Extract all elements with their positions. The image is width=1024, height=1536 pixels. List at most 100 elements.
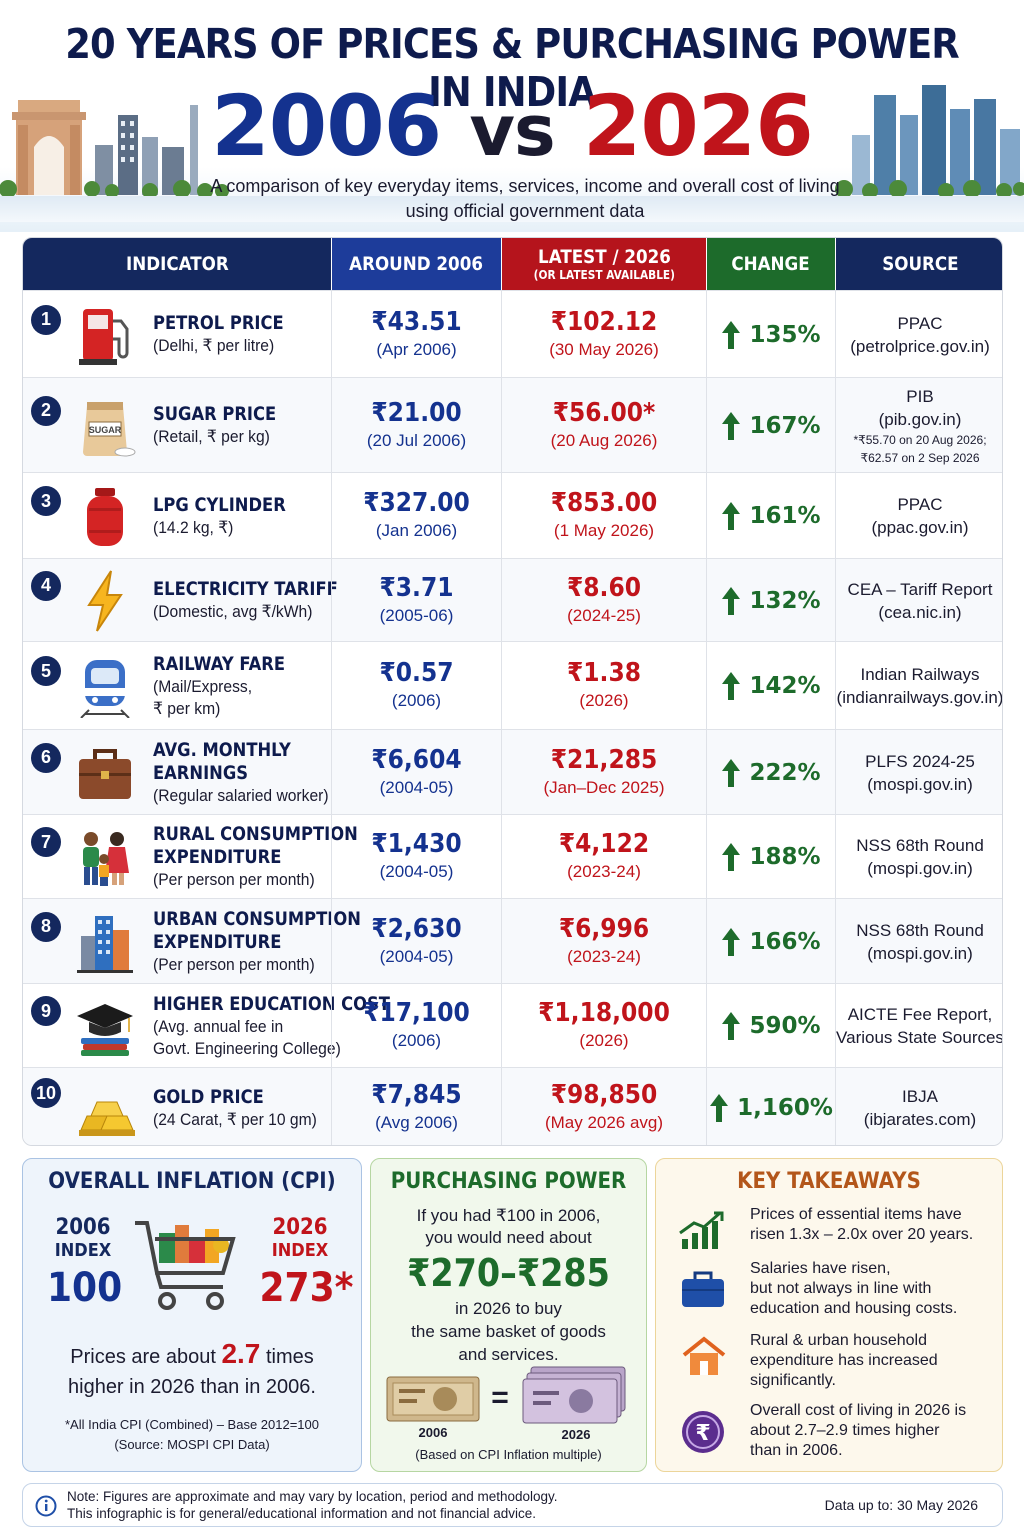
old-value-cell: ₹43.51 (Apr 2006) xyxy=(332,307,501,361)
source-line: (mospi.gov.in) xyxy=(867,943,973,963)
old-value-cell: ₹2,630 (2004-05) xyxy=(332,914,501,968)
new-value-cell: ₹56.00* (20 Aug 2026) xyxy=(502,398,706,452)
change-value: 167% xyxy=(749,412,821,439)
indicator-desc: (Mail/Express, xyxy=(153,676,253,696)
indicator-title: EXPENDITURE xyxy=(153,930,282,953)
source-cell: AICTE Fee Report, Various State Sources xyxy=(836,1003,1002,1049)
old-period: (2006) xyxy=(391,1031,442,1050)
footer-note: Note: Figures are approximate and may va… xyxy=(22,1483,1003,1527)
source-line: (cea.nic.in) xyxy=(878,602,962,622)
table-row: 7 RURAL CONSUMPTION EXPENDITURE (Per person… xyxy=(23,814,1002,898)
indicator-title: AVG. MONTHLY xyxy=(153,738,291,761)
change-cell: 167% xyxy=(707,408,835,444)
disclaimer: Note: Figures are approximate and may va… xyxy=(67,1489,558,1521)
indicator-cell: SUGAR PRICE (Retail, ₹ per kg) xyxy=(153,403,353,448)
briefcase-icon xyxy=(77,748,133,801)
source-cell: IBJA (ibjarates.com) xyxy=(836,1085,1002,1131)
banknote-2006-icon xyxy=(386,1376,480,1422)
old-period: (2004-05) xyxy=(379,946,454,966)
sugar-sack-icon xyxy=(82,401,136,456)
purchasing-basis: (Based on CPI Inflation multiple) xyxy=(415,1447,602,1462)
indicator-desc: (Domestic, avg ₹/kWh) xyxy=(153,602,313,621)
data-date: Data up to: 30 May 2026 xyxy=(824,1497,978,1513)
old-value: ₹43.51 xyxy=(371,306,462,337)
source-line: CEA – Tariff Report xyxy=(847,579,993,599)
takeaways-title: KEY TAKEAWAYS xyxy=(737,1169,921,1194)
train-icon xyxy=(80,659,130,718)
change-value: 590% xyxy=(749,1013,821,1039)
briefcase-icon xyxy=(682,1271,724,1307)
change-value: 132% xyxy=(749,587,821,614)
row-number: 9 xyxy=(31,996,61,1026)
inflation-box: OVERALL INFLATION (CPI) 2006 INDEX 100 2… xyxy=(22,1158,362,1472)
index-old: 2006 INDEX 100 xyxy=(47,1215,123,1311)
indicator-desc: (Per person per month) xyxy=(153,954,315,974)
new-period: (2023-24) xyxy=(567,946,641,966)
source-cell: PPAC (ppac.gov.in) xyxy=(836,493,1002,539)
skyline-icon xyxy=(835,85,1024,199)
indicator-desc: (Avg. annual fee in xyxy=(153,1016,284,1036)
row-number: 8 xyxy=(31,911,61,942)
arrow-up-icon xyxy=(722,586,741,615)
source-line: PLFS 2024-25 xyxy=(865,751,975,771)
new-value: ₹6,996 xyxy=(558,913,650,944)
lpg-cylinder-icon xyxy=(87,488,123,546)
indicator-desc: (Delhi, ₹ per litre) xyxy=(153,336,275,355)
old-value-cell: ₹7,845 (Avg 2006) xyxy=(332,1080,501,1134)
subtitle-line-1: A comparison of key everyday items, serv… xyxy=(210,176,840,196)
old-value: ₹0.57 xyxy=(379,658,454,688)
new-value-cell: ₹8.60 (2024-25) xyxy=(502,573,706,627)
new-value: ₹102.12 xyxy=(550,306,658,337)
fuel-pump-icon xyxy=(77,307,129,366)
row-number: 10 xyxy=(31,1078,61,1108)
column-divider xyxy=(331,290,332,1145)
table-row: 3 LPG CYLINDER (14.2 kg, ₹) ₹327.00 (Jan 200… xyxy=(23,472,1002,558)
indicator-desc: (Retail, ₹ per kg) xyxy=(153,427,270,446)
svg-text:₹: ₹ xyxy=(695,1421,710,1446)
column-divider xyxy=(835,290,836,1145)
inflation-footnote: *All India CPI (Combined) – Base 2012=10… xyxy=(64,1417,319,1452)
purchasing-power-box: PURCHASING POWER If you had ₹100 in 2006… xyxy=(370,1158,647,1472)
year-old: 2006 xyxy=(211,77,442,175)
indicator-title: RURAL CONSUMPTION xyxy=(153,823,358,845)
new-value-cell: ₹1,18,000 (2026) xyxy=(502,998,706,1052)
arrow-up-icon xyxy=(722,672,741,700)
arrow-up-icon xyxy=(710,1094,729,1122)
source-cell: Indian Railways (indianrailways.gov.in) xyxy=(836,663,1002,709)
new-value-cell: ₹6,996 (2023-24) xyxy=(502,914,706,968)
indicator-cell: RAILWAY FARE (Mail/Express, ₹ per km) xyxy=(153,653,353,720)
new-value: ₹1,18,000 xyxy=(538,998,670,1028)
gold-bars-icon xyxy=(78,1101,136,1137)
old-value-cell: ₹327.00 (Jan 2006) xyxy=(332,488,501,542)
indicator-title: HIGHER EDUCATION COST xyxy=(153,992,390,1015)
old-value: ₹17,100 xyxy=(363,998,470,1028)
indicator-cell: PETROL PRICE (Delhi, ₹ per litre) xyxy=(153,312,353,357)
table-row: 2 SUGAR PRICE (Retail, ₹ per kg) ₹21.00 (20 … xyxy=(23,377,1002,472)
change-value: 135% xyxy=(749,321,821,348)
column-divider xyxy=(706,290,707,1145)
old-value: ₹2,630 xyxy=(371,913,462,944)
purchasing-title: PURCHASING POWER xyxy=(390,1169,627,1194)
new-value: ₹98,850 xyxy=(550,1080,658,1110)
source-line: NSS 68th Round xyxy=(856,836,984,855)
subtitle-line-2: using official government data xyxy=(405,201,645,221)
table-row: 8 URBAN CONSUMPTION EXPENDITURE (Per person… xyxy=(23,898,1002,983)
key-takeaways-box: KEY TAKEAWAYS Prices of essential items … xyxy=(655,1158,1003,1472)
indicator-cell: GOLD PRICE (24 Carat, ₹ per 10 gm) xyxy=(153,1086,353,1131)
rupee-coin-icon: ₹ xyxy=(682,1411,724,1453)
indicator-desc: (14.2 kg, ₹) xyxy=(153,517,234,537)
label-2026: 2026 xyxy=(561,1427,591,1442)
source-note: *₹55.70 on 20 Aug 2026; xyxy=(853,432,987,447)
table-row: 10 GOLD PRICE (24 Carat, ₹ per 10 gm) ₹7,84… xyxy=(23,1067,1002,1145)
change-value: 161% xyxy=(749,503,821,529)
info-icon xyxy=(35,1495,57,1517)
old-period: (2005-06) xyxy=(379,605,454,625)
indicator-cell: HIGHER EDUCATION COST (Avg. annual fee in… xyxy=(153,992,390,1060)
change-cell: 135% xyxy=(707,317,835,353)
old-period: (Apr 2006) xyxy=(376,339,457,359)
equals-sign: = xyxy=(491,1381,509,1414)
source-cell: PPAC (petrolprice.gov.in) xyxy=(836,312,1002,358)
new-period: (2023-24) xyxy=(567,862,641,881)
change-value: 188% xyxy=(749,844,821,870)
table-row: 1 PETROL PRICE (Delhi, ₹ per litre) ₹43.51(… xyxy=(23,290,1002,377)
